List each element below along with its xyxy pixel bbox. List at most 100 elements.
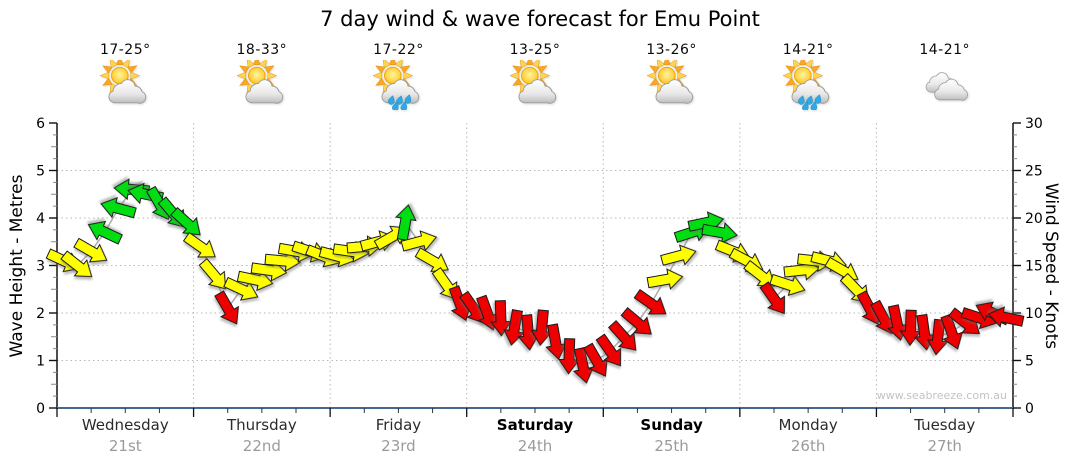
wind-arrow (503, 309, 525, 346)
svg-text:0: 0 (1025, 401, 1034, 417)
temperature-range: 13-26° (646, 42, 697, 58)
day-date-label: 26th (790, 437, 826, 455)
wind-arrow (198, 258, 227, 290)
svg-text:20: 20 (1025, 211, 1043, 227)
svg-text:5: 5 (36, 164, 45, 180)
weather-icon-sun-cloud-rain (373, 60, 420, 110)
wind-arrow (490, 300, 512, 337)
day-summary-monday: 14-21° (740, 42, 877, 114)
svg-text:30: 30 (1025, 116, 1043, 132)
weather-icon-sun-cloud (509, 60, 557, 104)
sun-icon (646, 60, 687, 96)
weather-icon-sun-cloud (100, 60, 147, 104)
day-summary-saturday: 13-25° (467, 42, 604, 114)
wind-arrow (73, 237, 108, 263)
wind-arrow (582, 342, 608, 377)
weather-icon-sun-cloud (236, 60, 283, 104)
wind-arrow (100, 196, 137, 219)
temperature-range: 14-21° (919, 42, 971, 58)
day-label-monday: Monday 26th (740, 416, 877, 455)
day-date-label: 24th (517, 437, 553, 455)
temperature-range: 13-25° (509, 42, 561, 58)
day-summary-wednesday: 17-25° (57, 42, 194, 114)
svg-text:4: 4 (36, 211, 45, 227)
wind-arrow (870, 299, 895, 335)
wind-arrow (759, 281, 785, 315)
raindrop-icon (396, 95, 404, 105)
day-name-label: Tuesday (914, 416, 976, 434)
raindrop-icon (802, 101, 809, 110)
x-axis-ticks (56, 408, 1014, 417)
wind-arrow (182, 231, 216, 258)
wind-arrow (400, 230, 438, 252)
temperature-range: 17-22° (373, 42, 424, 58)
wind-arrows (45, 178, 1025, 384)
temperature-range: 17-25° (99, 42, 151, 58)
temperature-range: 18-33° (236, 42, 288, 58)
raindrop-icon (806, 95, 813, 105)
svg-text:6: 6 (36, 116, 45, 132)
cloud-icon (108, 79, 147, 104)
wind-arrow (633, 288, 667, 315)
wind-arrow (620, 307, 652, 335)
wind-arrow (607, 320, 637, 351)
day-name-label: Friday (375, 416, 422, 434)
day-summary-friday: 17-22° (330, 42, 467, 114)
wind-arrow (395, 204, 417, 241)
wind-arrow (530, 309, 553, 347)
cloud-icon (518, 79, 557, 104)
raindrop-icon (401, 101, 408, 110)
wind-arrow (545, 323, 567, 361)
weather-icon-sun-cloud-rain (783, 60, 830, 110)
weather-icon-wrap (467, 60, 604, 114)
weather-icon-wrap (876, 60, 1013, 114)
wind-arrow (769, 273, 806, 297)
wind-arrow (572, 346, 595, 384)
day-summary-thursday: 18-33° (194, 42, 331, 114)
wind-arrow (660, 244, 697, 266)
day-date-label: 27th (927, 437, 962, 455)
svg-text:5: 5 (1025, 354, 1034, 370)
svg-text:10: 10 (1025, 306, 1043, 322)
svg-text:2: 2 (36, 306, 45, 322)
svg-text:0: 0 (36, 401, 45, 417)
day-label-thursday: Thursday 22nd (194, 416, 331, 455)
gridlines (57, 123, 1013, 408)
wind-arrow (646, 268, 684, 290)
wind-arrow (236, 269, 274, 292)
left-axis-ticks: 0 1 2 3 4 5 6 (36, 116, 57, 417)
svg-text:3: 3 (36, 259, 45, 275)
raindrop-icon (798, 95, 805, 105)
cloud-icon (245, 79, 283, 104)
day-label-wednesday: Wednesday 21st (57, 416, 194, 455)
day-date-label: 21st (108, 437, 142, 455)
weather-icon-wrap (330, 60, 467, 114)
cloud-icon (655, 79, 693, 104)
day-summary-sunday: 13-26° (603, 42, 740, 114)
wind-arrow (214, 290, 239, 325)
wind-arrow (558, 338, 580, 375)
wind-arrow (87, 220, 123, 245)
raindrop-icon (810, 101, 818, 110)
wind-arrow (940, 313, 964, 350)
wind-arrow (926, 318, 949, 356)
weather-icon-wrap (740, 60, 877, 114)
day-date-label: 25th (654, 437, 689, 455)
raindrop-icon (405, 94, 412, 104)
weather-icon-sun-cloud (646, 60, 693, 104)
wind-arrow (701, 222, 738, 244)
day-label-saturday: Saturday 24th (467, 416, 604, 455)
weather-icon-wrap (603, 60, 740, 114)
day-name-label: Sunday (640, 416, 703, 434)
svg-text:15: 15 (1025, 259, 1043, 275)
wind-arrow (60, 250, 93, 278)
day-label-friday: Friday 23rd (330, 416, 467, 455)
day-name-label: Wednesday (81, 416, 169, 434)
day-date-label: 23rd (381, 437, 416, 455)
weather-icon-wrap (57, 60, 194, 114)
weather-icon-wrap (194, 60, 331, 114)
day-summary-tuesday: 14-21° (876, 42, 1013, 114)
wind-arrow (476, 294, 499, 331)
